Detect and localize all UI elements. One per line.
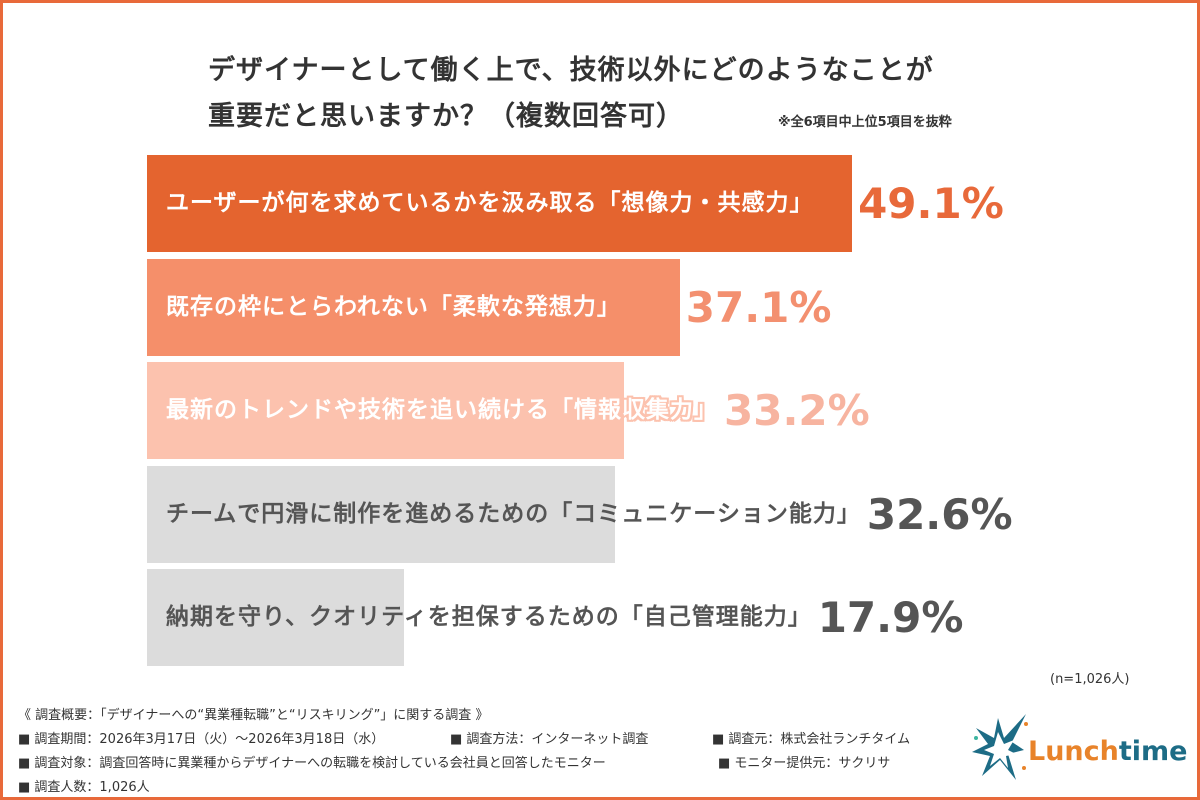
footer-source: ■ 調査元：株式会社ランチタイム (712, 732, 911, 747)
bar-chart: ユーザーが何を求めているかを汲み取る「想像力・共感力」 49.1% 既存の枠にとらわ… (147, 155, 1013, 666)
bar (147, 258, 680, 356)
value-label: 17.9% (817, 593, 964, 642)
footer-count: ■ 調査人数：1,026人 (18, 780, 150, 795)
value-label: 33.2% (724, 386, 870, 435)
value-label: 32.6% (866, 489, 1013, 539)
footer-heading: 《 調査概要：「デザイナーへの“異業種転職”と“リスキリング”」に関する調査 》 (18, 708, 489, 723)
footer-method: ■ 調査方法：インターネット調査 (450, 732, 649, 747)
chart-title: デザイナーとして働く上で、技術以外にどのようなことが 重要だと思いますか？（複数… (208, 48, 934, 140)
category-label: チームで円滑に制作を進めるための「コミュニケーション能力」 (166, 500, 861, 527)
title-line-2: 重要だと思いますか？（複数回答可） (208, 101, 684, 132)
footer-target: ■ 調査対象：調査回答時に異業種からデザイナーへの転職を検討している会社員と回答… (18, 756, 606, 771)
category-label: 最新のトレンドや技術を追い続ける「情報収集力」 (166, 397, 718, 423)
value-label: 37.1% (685, 282, 832, 332)
category-label: 既存の枠にとらわれない「柔軟な発想力」 (166, 293, 621, 320)
footer-provider: ■ モニター提供元：サクリサ (718, 756, 891, 771)
category-label: ユーザーが何を求めているかを汲み取る「想像力・共感力」 (166, 190, 814, 216)
value-label: 49.1% (858, 179, 1004, 228)
lunchtime-logo: Lunchtime (968, 710, 1187, 790)
footer-period: ■ 調査期間：2026年3月17日（火）〜2026年3月18日（水） (18, 732, 385, 747)
bar (147, 362, 624, 459)
bar (147, 155, 853, 252)
category-label: 納期を守り、クオリティを担保するための「自己管理能力」 (166, 604, 812, 630)
title-line-1: デザイナーとして働く上で、技術以外にどのようなことが (208, 55, 934, 86)
logo-text: Lunchtime (1028, 736, 1188, 767)
bar (147, 569, 405, 666)
bar (147, 465, 616, 563)
burst-icon (972, 714, 1028, 780)
chart-subtitle: ※全6項目中上位5項目を抜粋 (778, 115, 952, 130)
sample-size: (n=1,026人) (1050, 672, 1130, 687)
